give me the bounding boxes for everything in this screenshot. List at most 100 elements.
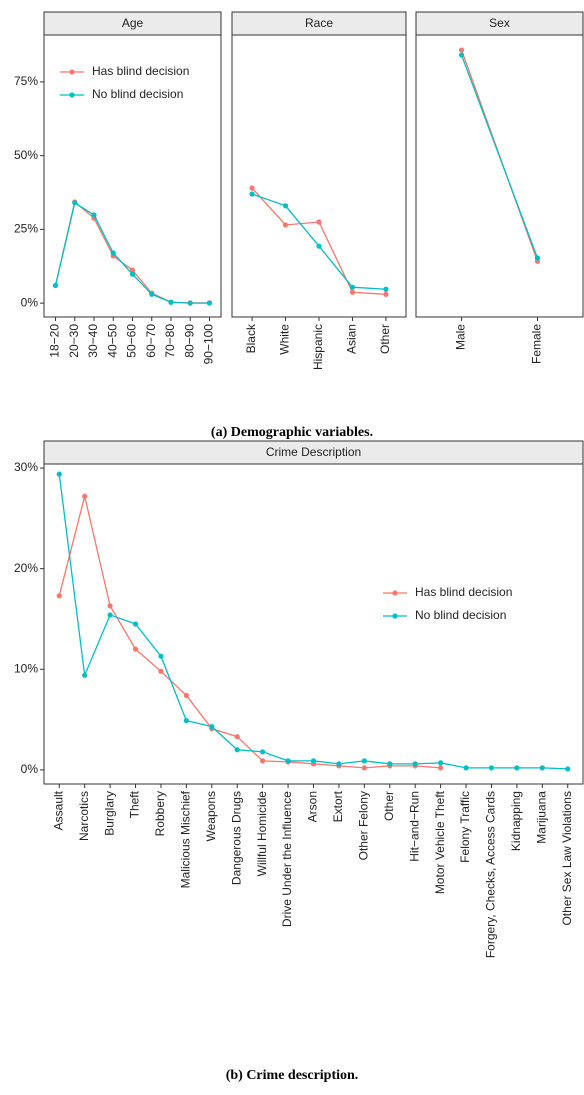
x-tick-label: 30−40 (86, 324, 100, 358)
point (349, 284, 356, 290)
point (361, 765, 367, 771)
x-tick-label: 70−80 (163, 324, 177, 358)
point (56, 593, 62, 599)
x-tick-label: 60−70 (144, 324, 158, 358)
x-tick-label: Kidnapping (509, 791, 523, 851)
x-tick-label: Theft (128, 790, 142, 818)
x-tick-label: Dangerous Drugs (229, 791, 243, 885)
point (412, 761, 418, 767)
point (458, 47, 465, 53)
point (72, 200, 78, 206)
x-tick-label: Other (382, 791, 396, 821)
x-tick-label: Hit−and−Run (407, 791, 421, 862)
y-tick-label: 30% (14, 460, 38, 474)
x-tick-label: 40−50 (105, 324, 119, 358)
x-tick-label: 20−30 (67, 324, 81, 358)
point (316, 243, 322, 249)
x-tick-label: Other Felony (357, 791, 371, 860)
y-tick-label: 10% (14, 661, 38, 675)
strip-label: Crime Description (266, 445, 361, 459)
point (206, 300, 213, 306)
x-tick-label: Other (378, 324, 392, 354)
x-tick-label: Motor Vehicle Theft (433, 790, 447, 894)
point (539, 765, 545, 771)
panel (231, 34, 407, 318)
x-tick-label: Assault (51, 790, 65, 830)
point (565, 766, 571, 772)
point (383, 286, 389, 292)
x-tick-label: Felony Traffic (458, 791, 472, 863)
point (316, 219, 322, 225)
y-tick-label: 20% (14, 561, 38, 575)
x-tick-label: Marijuana (534, 791, 548, 844)
x-tick-label: Other Sex Law Violations (560, 791, 574, 926)
point (91, 212, 97, 218)
point (336, 761, 342, 767)
point (132, 621, 139, 627)
point (209, 724, 215, 730)
legend-key (392, 590, 398, 596)
strip-label: Sex (489, 16, 510, 30)
point (285, 758, 291, 764)
x-tick-label: 90−100 (202, 324, 216, 365)
point (187, 300, 193, 306)
x-tick-label: Burglary (102, 791, 116, 836)
x-tick-label: Forgery, Checks, Access Cards (484, 791, 498, 958)
legend-key (69, 92, 75, 98)
point (438, 765, 444, 771)
point (107, 612, 113, 618)
point (158, 653, 164, 659)
series-line (460, 54, 539, 259)
x-tick-label: Extort (331, 790, 345, 822)
point (107, 603, 113, 609)
point (488, 765, 495, 771)
x-tick-label: Hispanic (311, 324, 325, 370)
point (514, 765, 520, 771)
point (534, 255, 541, 261)
point (260, 749, 266, 755)
y-tick-label: 50% (14, 148, 38, 162)
x-tick-label: Female (530, 324, 544, 364)
x-tick-label: Asian (345, 324, 359, 354)
point (129, 271, 136, 277)
legend-label: No blind decision (415, 608, 506, 622)
y-tick-label: 0% (21, 762, 39, 776)
legend-label: No blind decision (92, 87, 183, 101)
point (234, 734, 240, 740)
point (458, 52, 465, 58)
point (82, 672, 88, 678)
point (52, 282, 59, 289)
x-tick-label: Black (244, 323, 258, 353)
point (463, 765, 469, 771)
caption: (a) Demographic variables. (211, 425, 373, 440)
point (149, 291, 155, 297)
point (260, 758, 266, 764)
point (361, 758, 367, 764)
point (387, 761, 393, 767)
point (282, 203, 289, 209)
caption: (b) Crime description. (226, 1068, 359, 1083)
point (349, 289, 356, 295)
panel (43, 463, 584, 785)
x-tick-label: Male (454, 324, 468, 350)
y-tick-label: 0% (21, 295, 39, 309)
x-tick-label: Robbery (153, 791, 167, 836)
x-tick-label: Narcotics (77, 791, 91, 841)
legend-label: Has blind decision (415, 585, 512, 599)
x-tick-label: 18−20 (48, 324, 62, 358)
x-tick-label: 80−90 (182, 324, 196, 358)
point (110, 250, 116, 256)
point (56, 471, 62, 477)
point (234, 747, 240, 753)
panel (415, 34, 584, 318)
series-line (58, 496, 441, 769)
y-tick-label: 25% (14, 222, 38, 236)
legend-key (392, 613, 398, 619)
x-tick-label: Weapons (204, 791, 218, 841)
legend-label: Has blind decision (92, 64, 189, 78)
point (383, 291, 389, 297)
point (438, 760, 444, 766)
x-tick-label: Drive Under the Influence (280, 791, 294, 927)
point (183, 718, 189, 724)
strip-label: Age (122, 16, 144, 30)
